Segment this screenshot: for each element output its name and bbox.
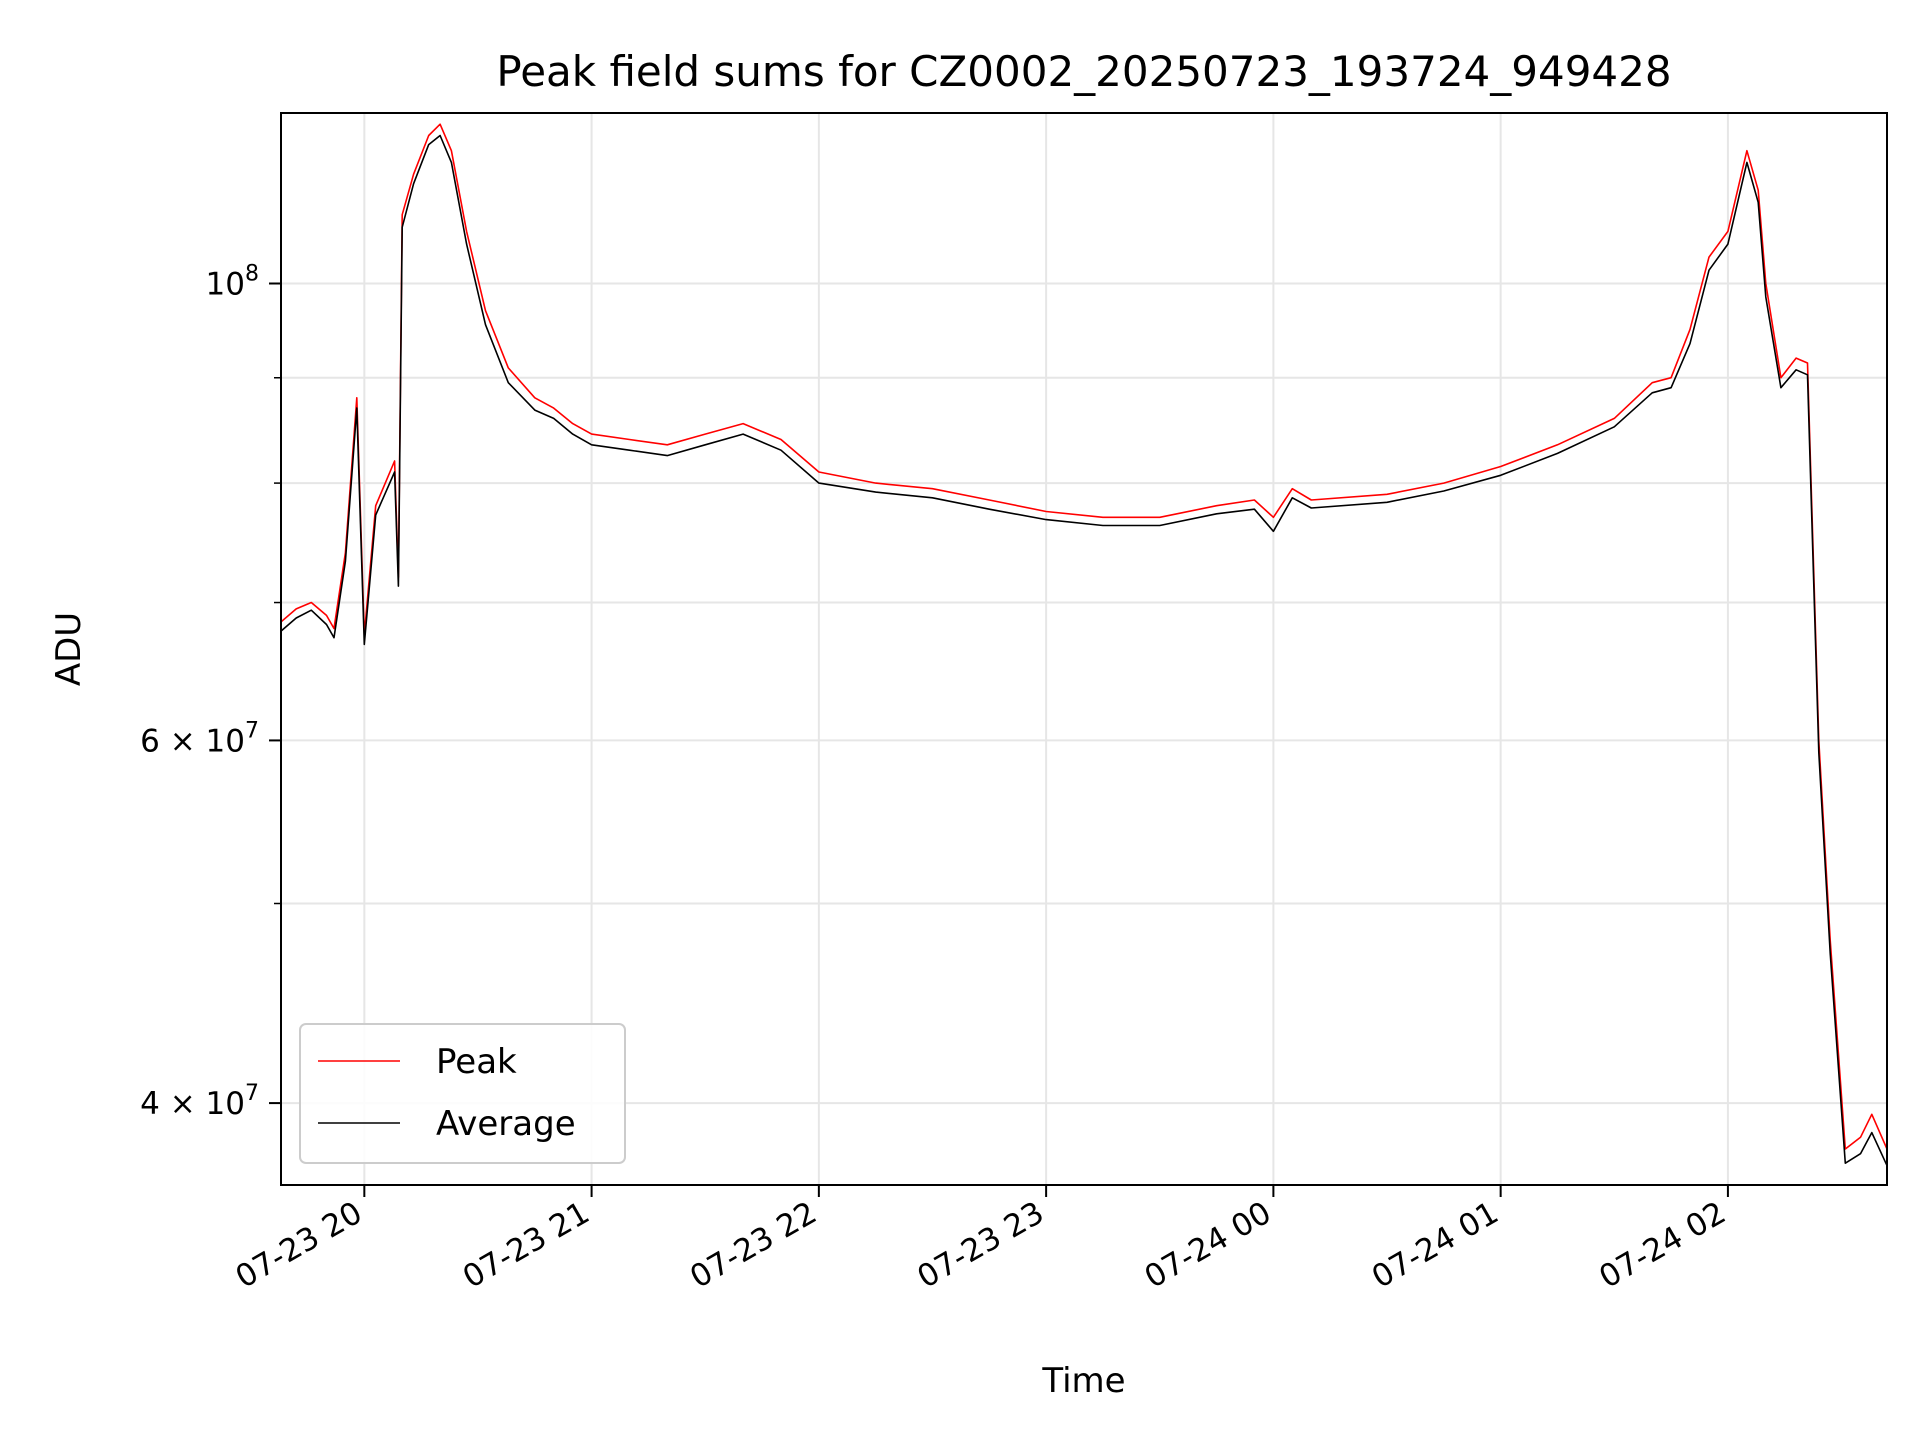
y-tick-label: 6 × 107: [140, 718, 259, 759]
grid: [281, 113, 1887, 1185]
series-layer: [281, 123, 1887, 1166]
series-line-average: [281, 134, 1887, 1166]
y-tick-label: 108: [206, 262, 259, 303]
legend-label-average: Average: [436, 1104, 576, 1144]
y-tick-exponent: 8: [245, 262, 259, 287]
y-tick-exponent: 7: [245, 1081, 259, 1106]
legend: Peak Average: [299, 1023, 626, 1164]
y-axis-label: ADU: [49, 612, 89, 686]
y-tick-exponent: 7: [245, 718, 259, 743]
y-tick-base: 10: [206, 267, 245, 303]
y-tick-base: 6 × 10: [140, 723, 245, 759]
legend-box: [299, 1023, 626, 1164]
x-axis-label: Time: [1041, 1361, 1125, 1401]
y-tick-base: 4 × 10: [140, 1086, 245, 1122]
plot-frame: [280, 112, 1888, 1186]
chart-title: Peak field sums for CZ0002_20250723_1937…: [496, 47, 1671, 96]
y-tick-label: 4 × 107: [140, 1081, 259, 1122]
legend-label-peak: Peak: [436, 1042, 517, 1082]
